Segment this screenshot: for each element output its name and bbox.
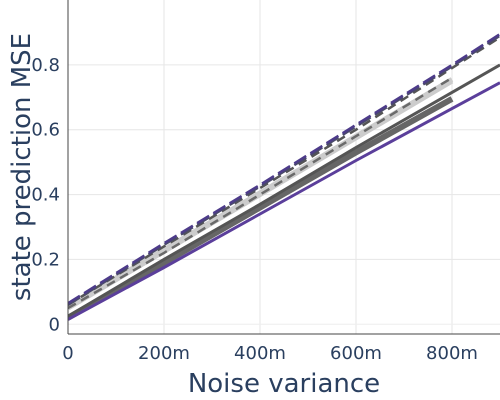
x-tick-label: 800m	[426, 343, 478, 364]
y-tick-label: 0.8	[31, 55, 60, 76]
series-line-7	[68, 96, 454, 321]
x-tick-label: 200m	[138, 343, 190, 364]
series-line-2	[68, 78, 454, 311]
series-lines	[68, 32, 500, 321]
x-axis-title: Noise variance	[188, 369, 380, 399]
tick-labels: 0 200m 400m 600m 800m 0 0.2 0.4 0.6 0.8	[31, 55, 478, 364]
series-line-3	[68, 36, 500, 306]
y-tick-label: 0.2	[31, 249, 60, 270]
series-line-6	[68, 32, 500, 305]
y-tick-label: 0.6	[31, 120, 60, 141]
x-tick-label: 400m	[234, 343, 286, 364]
y-axis-title: state prediction MSE	[7, 33, 37, 301]
x-tick-label: 0	[62, 343, 73, 364]
y-tick-label: 0	[49, 314, 60, 335]
series-line-5	[68, 34, 500, 306]
x-tick-label: 600m	[330, 343, 382, 364]
y-tick-label: 0.4	[31, 185, 60, 206]
axes	[67, 0, 500, 335]
series-line-9	[68, 81, 500, 321]
series-line-8	[68, 63, 500, 318]
